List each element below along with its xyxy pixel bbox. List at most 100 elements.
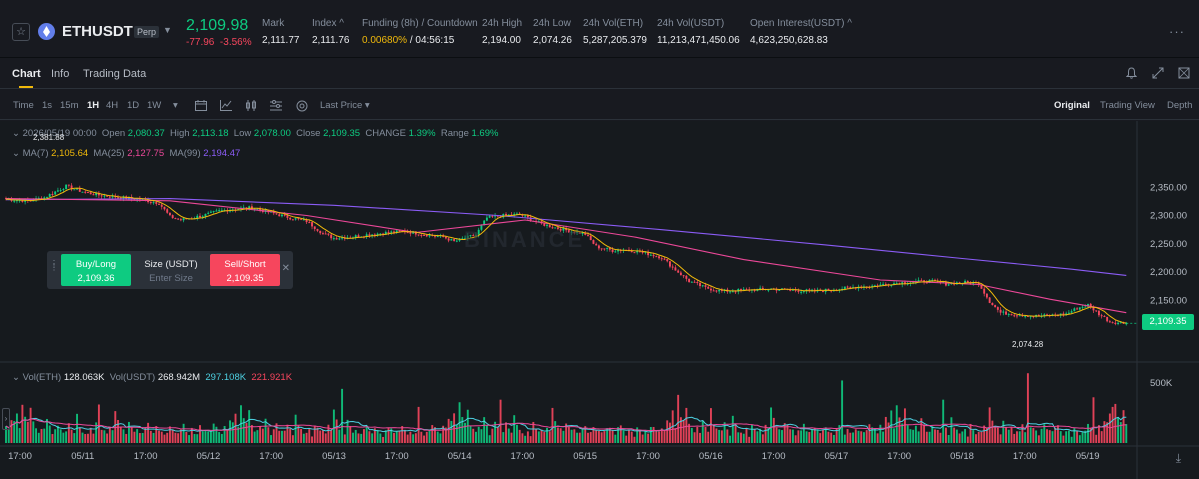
index-price-stat[interactable]: Index ^ 2,111.76 <box>312 18 349 46</box>
size-input[interactable]: Size (USDT) Enter Size <box>133 254 209 286</box>
tab-chart[interactable]: Chart <box>12 68 41 80</box>
volume-bar <box>401 426 404 443</box>
candle-type-icon[interactable] <box>245 100 257 114</box>
indicators-icon[interactable] <box>195 100 207 114</box>
candle-body <box>1002 311 1005 313</box>
volume-bar <box>830 432 833 443</box>
candle-body <box>693 281 696 283</box>
open-interest-stat[interactable]: Open Interest(USDT) ^ 4,623,250,628.83 <box>750 18 852 46</box>
candle-body <box>13 200 16 202</box>
ma-collapse-chevron-icon[interactable]: ⌄ <box>12 148 20 159</box>
tab-trading-data[interactable]: Trading Data <box>83 68 147 80</box>
volume-bar <box>7 429 10 443</box>
candle-body <box>729 291 732 293</box>
open-interest-label: Open Interest(USDT) ^ <box>750 18 852 29</box>
volume-bar <box>496 426 499 443</box>
candle-date: 2026/05/19 00:00 <box>22 128 97 139</box>
candle-body <box>513 213 516 216</box>
side-panel-arrow-icon[interactable]: › <box>2 408 10 430</box>
volume-bar <box>302 433 305 443</box>
candle-body <box>201 216 204 218</box>
candle-body <box>313 226 316 229</box>
candle-body <box>709 288 712 291</box>
interval-1w[interactable]: 1W <box>147 100 162 111</box>
price-axis-tick: 2,300.00 <box>1150 211 1187 222</box>
candle-body <box>179 219 182 221</box>
candle-body <box>742 289 745 291</box>
price-change: -77.96 -3.56% <box>186 37 252 48</box>
volume-bar <box>475 431 477 443</box>
volume-bar <box>972 430 975 443</box>
volume-bar <box>316 427 319 443</box>
volume-bar <box>775 427 778 443</box>
volume-bar <box>100 429 103 443</box>
price-type-select[interactable]: Last Price ▾ <box>320 100 370 111</box>
volume-collapse-chevron-icon[interactable]: ⌄ <box>12 372 20 383</box>
close-value: 2,109.35 <box>323 128 361 139</box>
volume-bar <box>469 425 472 443</box>
settings-sliders-icon[interactable] <box>270 100 282 114</box>
ma7-label: MA(7) <box>22 148 49 159</box>
volume-bar <box>565 423 568 443</box>
favorite-star-icon[interactable]: ☆ <box>12 23 30 41</box>
symbol-dropdown-chevron-icon[interactable]: ▼ <box>163 25 172 35</box>
chart-area[interactable]: 2,350.00 2,300.00 2,250.00 2,200.00 2,150.00… <box>0 121 1199 479</box>
more-options-icon[interactable]: ··· <box>1169 24 1185 39</box>
view-trading-view[interactable]: Trading View <box>1100 100 1155 111</box>
buy-long-button[interactable]: Buy/Long 2,109.36 <box>61 254 131 286</box>
volume-bar <box>920 418 923 443</box>
view-depth[interactable]: Depth <box>1167 100 1193 111</box>
candle-body <box>182 218 185 221</box>
candle-body <box>720 289 723 291</box>
candle-body <box>529 217 532 221</box>
candle-body <box>207 212 210 214</box>
interval-dropdown-chevron-icon[interactable]: ▾ <box>173 100 178 111</box>
drawing-tools-icon[interactable] <box>296 100 308 115</box>
symbol-name[interactable]: ETHUSDT <box>62 23 133 40</box>
drag-handle-icon[interactable]: ⋮ ⋮ <box>50 259 58 272</box>
tab-info[interactable]: Info <box>51 68 70 80</box>
volume-bar <box>149 430 152 443</box>
candle-body <box>543 223 546 226</box>
alert-bell-icon[interactable] <box>1125 67 1138 82</box>
interval-1s[interactable]: 1s <box>42 100 53 111</box>
volume-bar <box>199 425 201 443</box>
candle-body <box>608 247 611 250</box>
interval-4h[interactable]: 4H <box>106 100 119 111</box>
time-axis-tick: 17:00 <box>511 451 535 462</box>
candle-body <box>1081 306 1084 308</box>
close-icon[interactable]: ✕ <box>281 263 290 274</box>
candle-body <box>398 230 401 232</box>
volume-bar <box>1054 427 1057 443</box>
volume-bar <box>352 432 354 443</box>
expand-icon[interactable] <box>1152 67 1164 82</box>
volume-bar <box>838 425 841 443</box>
time-label[interactable]: Time <box>13 100 34 111</box>
sell-short-button[interactable]: Sell/Short 2,109.35 <box>210 254 280 286</box>
time-axis-tick: 17:00 <box>1013 451 1037 462</box>
fullscreen-icon[interactable] <box>1178 67 1190 82</box>
candle-body <box>603 248 606 250</box>
candlestick-chart[interactable]: 2,350.00 2,300.00 2,250.00 2,200.00 2,150.00… <box>0 121 1199 479</box>
candle-body <box>108 196 111 198</box>
volume-bar <box>644 429 647 443</box>
candle-body <box>548 224 551 228</box>
scale-reset-icon[interactable]: ⤓ <box>1175 451 1181 465</box>
volume-bar <box>256 430 259 443</box>
candle-body <box>464 238 466 240</box>
interval-15m[interactable]: 15m <box>60 100 79 111</box>
interval-1d[interactable]: 1D <box>127 100 140 111</box>
volume-bar <box>125 433 128 443</box>
volume-bar <box>1026 373 1029 443</box>
view-original[interactable]: Original <box>1054 100 1090 111</box>
volume-bar <box>944 427 947 443</box>
volume-bar <box>436 431 439 443</box>
volume-bar <box>357 433 360 443</box>
legend-collapse-chevron-icon[interactable]: ⌄ <box>12 128 20 139</box>
candle-body <box>789 289 792 291</box>
volume-bar <box>390 428 393 443</box>
line-chart-icon[interactable] <box>220 100 232 114</box>
low-24h-value: 2,074.26 <box>533 35 572 46</box>
interval-1h[interactable]: 1H <box>87 100 100 111</box>
candle-body <box>617 250 620 252</box>
